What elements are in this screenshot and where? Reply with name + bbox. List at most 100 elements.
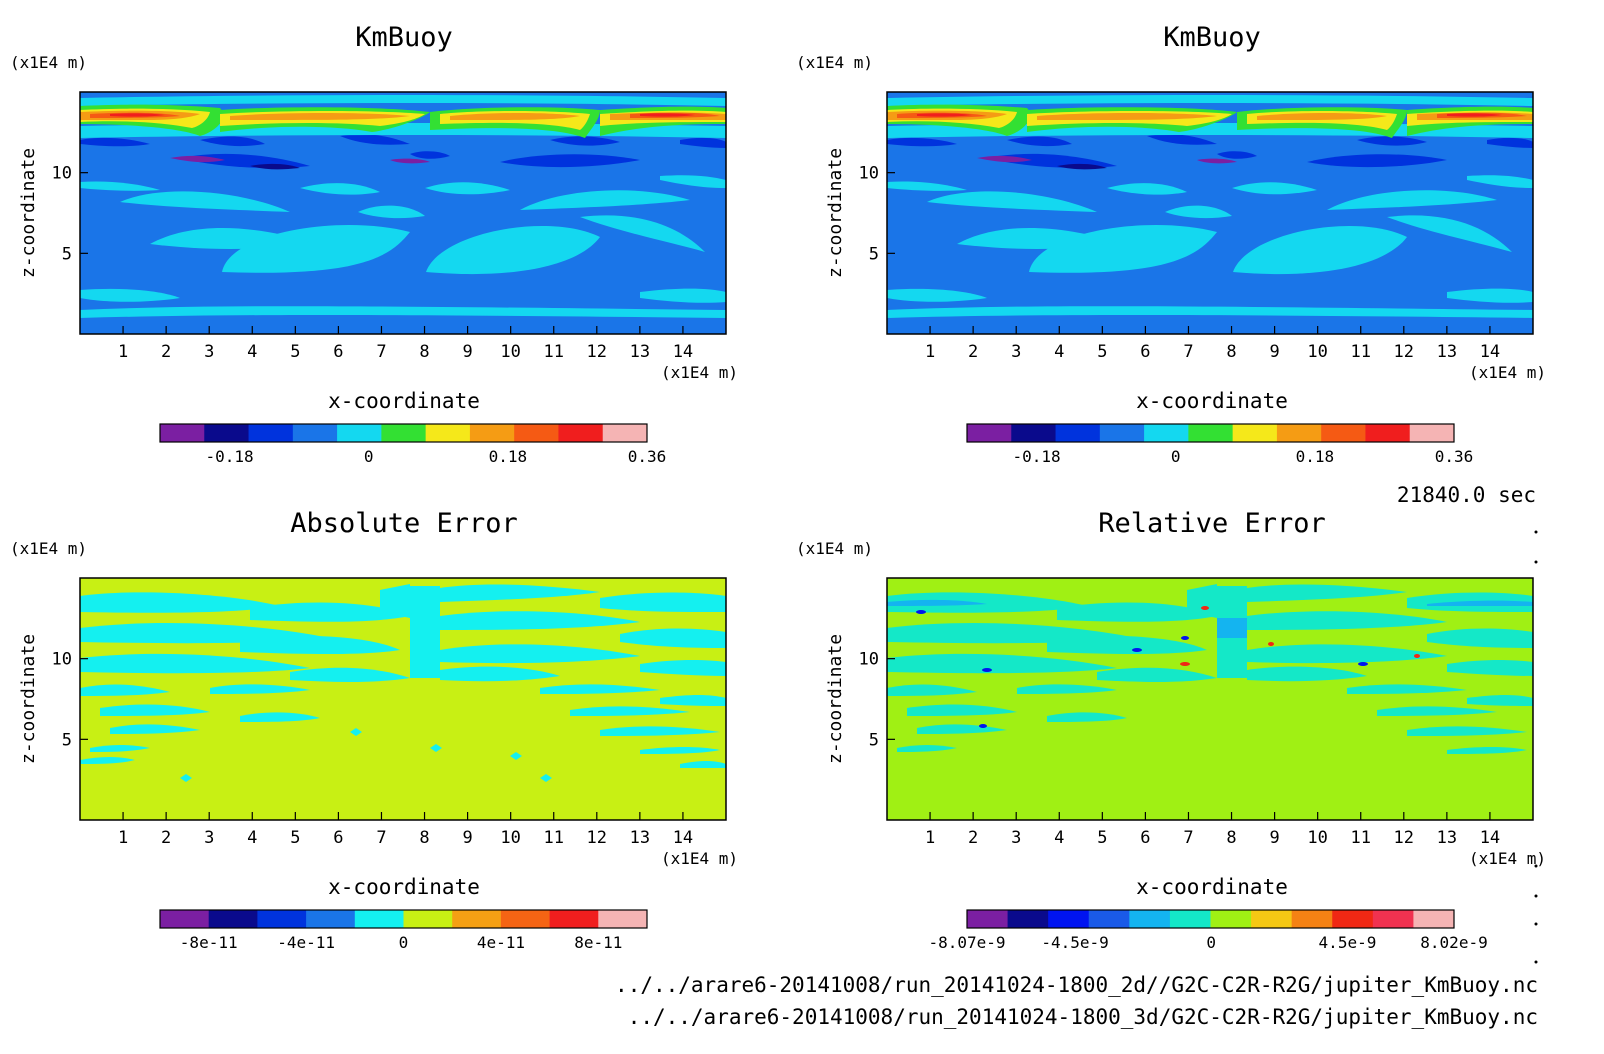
x-tick-label: 14 [1480, 828, 1500, 848]
colorbar: -8.07e-9 -4.5e-9 0 4.5e-9 8.02e-9 [928, 909, 1488, 952]
x-tick-label: 2 [968, 342, 978, 362]
x-tick-label: 11 [543, 828, 563, 848]
contour-field [79, 91, 727, 335]
colorbar-tick-label: 0 [1206, 933, 1216, 952]
x-axis-title: x-coordinate [1136, 875, 1288, 899]
file-path-line-1: ../../arare6-20141008/run_20141024-1800_… [615, 973, 1538, 997]
x-tick-label: 4 [247, 342, 257, 362]
colorbar-tick-label: 4e-11 [477, 933, 525, 952]
x-axis-title: x-coordinate [1136, 389, 1288, 413]
x-tick-label: 2 [161, 828, 171, 848]
colorbar-swatch [403, 910, 453, 928]
x-tick-label: 3 [1011, 342, 1021, 362]
panel-absolute-error: Absolute Error (x1E4 m) [10, 508, 738, 952]
colorbar-tick-label: -4.5e-9 [1041, 933, 1108, 952]
time-label: 21840.0 sec [1397, 483, 1536, 507]
colorbar-swatch [1372, 910, 1414, 928]
x-tick-label: 5 [290, 342, 300, 362]
colorbar-swatch [1129, 910, 1171, 928]
colorbar-swatch [469, 424, 515, 442]
margin-dots [1534, 530, 1538, 964]
z-unit-label: (x1E4 m) [796, 53, 873, 72]
x-tick-label: 8 [1226, 342, 1236, 362]
colorbar-swatch [1188, 424, 1234, 442]
x-axis-ticks: 1 2 3 4 5 6 7 8 9 10 11 12 13 14 [925, 812, 1500, 848]
x-tick-label: 7 [1183, 342, 1193, 362]
colorbar-swatch [292, 424, 338, 442]
z-tick-label: 5 [62, 730, 72, 750]
x-axis-ticks: 1 2 3 4 5 6 7 8 9 10 11 12 13 14 [925, 326, 1500, 362]
x-tick-label: 13 [1437, 828, 1457, 848]
x-tick-label: 8 [419, 828, 429, 848]
x-tick-label: 4 [1054, 342, 1064, 362]
x-tick-label: 10 [1307, 828, 1327, 848]
colorbar-tick-label: 0.18 [489, 447, 528, 466]
x-tick-label: 9 [1269, 342, 1279, 362]
x-tick-label: 9 [1269, 828, 1279, 848]
colorbar-tick-label: 8.02e-9 [1420, 933, 1487, 952]
contour-field [886, 577, 1534, 821]
colorbar-swatch [598, 910, 648, 928]
x-tick-label: 12 [1394, 342, 1414, 362]
colorbar-swatch [514, 424, 559, 442]
panel-relative-error: Relative Error (x1E4 m) [796, 508, 1546, 952]
colorbar-swatch [1048, 910, 1090, 928]
x-tick-label: 14 [673, 828, 693, 848]
z-tick-label: 5 [869, 730, 879, 750]
colorbar-tick-label: 8e-11 [574, 933, 622, 952]
colorbar-swatch [337, 424, 382, 442]
x-tick-label: 4 [247, 828, 257, 848]
x-tick-label: 1 [925, 828, 935, 848]
z-tick-label: 10 [859, 650, 879, 670]
colorbar-swatch [967, 910, 1009, 928]
panel-title: KmBuoy [355, 22, 453, 53]
z-tick-label: 5 [62, 244, 72, 264]
x-tick-label: 10 [1307, 342, 1327, 362]
colorbar: -0.18 0 0.18 0.36 [966, 423, 1474, 466]
x-tick-label: 7 [376, 828, 386, 848]
x-tick-label: 1 [925, 342, 935, 362]
x-tick-label: 11 [543, 342, 563, 362]
z-tick-label: 10 [52, 164, 72, 184]
colorbar: -0.18 0 0.18 0.36 [159, 423, 667, 466]
colorbar-swatch [257, 910, 307, 928]
x-axis-ticks: 1 2 3 4 5 6 7 8 9 10 11 12 13 14 [118, 812, 693, 848]
x-axis-title: x-coordinate [328, 875, 480, 899]
colorbar-swatch [1332, 910, 1374, 928]
colorbar-tick-label: 0.36 [628, 447, 667, 466]
colorbar-swatch [306, 910, 356, 928]
x-tick-label: 10 [500, 342, 520, 362]
colorbar-swatch [1291, 910, 1333, 928]
x-axis-title: x-coordinate [328, 389, 480, 413]
colorbar-swatch [160, 424, 205, 442]
colorbar-tick-label: -0.18 [205, 447, 253, 466]
z-axis-title: z-coordinate [825, 634, 846, 764]
colorbar-swatch [1011, 424, 1057, 442]
x-tick-label: 13 [630, 342, 650, 362]
x-tick-label: 3 [204, 828, 214, 848]
colorbar-swatch [1251, 910, 1293, 928]
colorbar-swatch [1409, 424, 1455, 442]
x-unit-label: (x1E4 m) [661, 363, 738, 382]
x-tick-label: 3 [204, 342, 214, 362]
colorbar-swatch [1169, 910, 1211, 928]
x-tick-label: 14 [1480, 342, 1500, 362]
colorbar-swatch [1413, 910, 1455, 928]
x-tick-label: 4 [1054, 828, 1064, 848]
colorbar-tick-label: 0.36 [1435, 447, 1474, 466]
z-axis-ticks: 5 10 [52, 650, 88, 750]
z-axis-title: z-coordinate [18, 148, 39, 278]
colorbar-swatch [967, 424, 1012, 442]
colorbar-swatch [1365, 424, 1411, 442]
x-tick-label: 6 [1140, 828, 1150, 848]
x-tick-label: 14 [673, 342, 693, 362]
x-tick-label: 6 [1140, 342, 1150, 362]
x-tick-label: 12 [587, 828, 607, 848]
colorbar-frame [159, 423, 648, 443]
x-tick-label: 1 [118, 828, 128, 848]
colorbar-tick-label: 0 [364, 447, 374, 466]
colorbar-swatch [1276, 424, 1322, 442]
x-tick-label: 12 [1394, 828, 1414, 848]
colorbar-tick-label: -0.18 [1012, 447, 1060, 466]
x-tick-label: 11 [1350, 342, 1370, 362]
